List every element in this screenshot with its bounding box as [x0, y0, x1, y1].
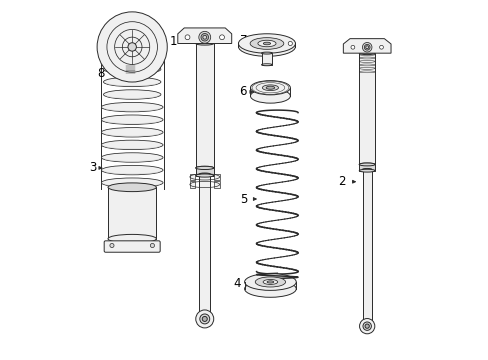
Ellipse shape	[359, 169, 374, 172]
Ellipse shape	[359, 52, 374, 55]
Circle shape	[359, 319, 374, 334]
Bar	[214, 181, 219, 188]
Ellipse shape	[255, 277, 285, 287]
Ellipse shape	[266, 281, 273, 283]
Circle shape	[364, 44, 369, 50]
Polygon shape	[178, 28, 231, 44]
Ellipse shape	[362, 168, 371, 170]
Circle shape	[201, 33, 208, 41]
Circle shape	[202, 316, 207, 321]
Ellipse shape	[103, 90, 161, 99]
FancyBboxPatch shape	[124, 64, 136, 75]
Circle shape	[97, 12, 167, 82]
Bar	[261, 53, 272, 65]
Ellipse shape	[101, 115, 163, 125]
Circle shape	[199, 31, 210, 43]
Ellipse shape	[265, 86, 274, 89]
Bar	[189, 174, 195, 180]
Ellipse shape	[101, 153, 163, 162]
Ellipse shape	[101, 140, 163, 150]
Ellipse shape	[195, 174, 213, 177]
Circle shape	[150, 243, 154, 248]
Circle shape	[195, 310, 213, 328]
Ellipse shape	[103, 64, 161, 74]
Circle shape	[184, 35, 189, 40]
Polygon shape	[125, 74, 135, 79]
Circle shape	[128, 43, 136, 51]
Ellipse shape	[262, 85, 278, 91]
Bar	[214, 174, 219, 180]
Bar	[189, 181, 195, 188]
Circle shape	[362, 42, 371, 52]
Ellipse shape	[249, 38, 283, 49]
Circle shape	[110, 243, 114, 248]
Ellipse shape	[103, 77, 161, 87]
Ellipse shape	[250, 89, 290, 103]
Ellipse shape	[359, 163, 374, 166]
Ellipse shape	[263, 42, 270, 45]
FancyBboxPatch shape	[104, 241, 160, 252]
Ellipse shape	[195, 42, 213, 45]
Ellipse shape	[199, 173, 210, 175]
Ellipse shape	[195, 166, 213, 170]
Bar	[359, 165, 374, 171]
Ellipse shape	[257, 40, 275, 47]
Circle shape	[362, 322, 370, 330]
Text: 8: 8	[97, 67, 104, 80]
Ellipse shape	[195, 166, 213, 170]
Text: 3: 3	[89, 161, 97, 174]
Circle shape	[365, 324, 368, 328]
Circle shape	[203, 35, 206, 39]
Text: 7: 7	[240, 33, 247, 46]
Bar	[199, 174, 210, 316]
Ellipse shape	[238, 37, 295, 56]
Text: 4: 4	[233, 277, 241, 290]
Ellipse shape	[101, 102, 163, 112]
Ellipse shape	[359, 163, 374, 166]
Bar	[195, 168, 213, 176]
Circle shape	[365, 46, 368, 49]
Polygon shape	[343, 39, 390, 53]
Bar	[359, 53, 374, 165]
Ellipse shape	[263, 279, 277, 284]
Ellipse shape	[238, 34, 295, 53]
Ellipse shape	[108, 183, 156, 192]
Circle shape	[379, 45, 383, 49]
Bar	[362, 169, 371, 324]
Ellipse shape	[362, 323, 371, 325]
Ellipse shape	[108, 234, 156, 243]
Ellipse shape	[101, 127, 163, 137]
Circle shape	[287, 41, 292, 46]
Text: 2: 2	[338, 175, 345, 188]
Ellipse shape	[101, 178, 163, 188]
Ellipse shape	[250, 81, 290, 95]
Ellipse shape	[261, 52, 272, 54]
Text: 5: 5	[240, 193, 247, 206]
Text: 6: 6	[238, 85, 246, 98]
Ellipse shape	[101, 165, 163, 175]
Text: 1: 1	[169, 35, 177, 48]
Ellipse shape	[261, 64, 272, 66]
Bar	[108, 187, 156, 239]
Circle shape	[350, 45, 354, 49]
Ellipse shape	[103, 52, 161, 62]
Ellipse shape	[244, 274, 296, 291]
Ellipse shape	[199, 315, 210, 318]
Circle shape	[219, 35, 224, 40]
Bar	[195, 44, 213, 168]
Circle shape	[200, 314, 209, 324]
Ellipse shape	[244, 280, 296, 297]
